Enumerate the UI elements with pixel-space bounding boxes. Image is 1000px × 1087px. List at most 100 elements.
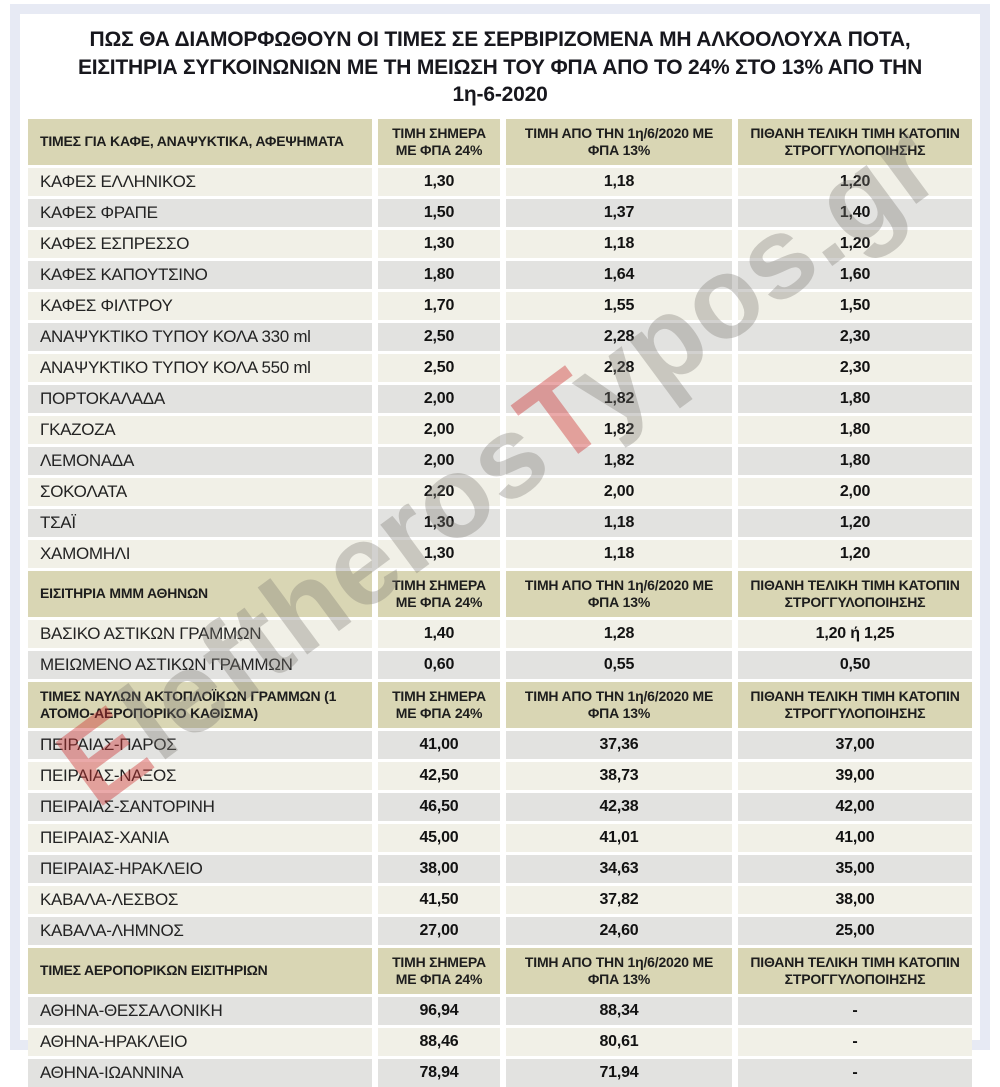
price-cell: 42,50 [378,762,500,791]
price-cell: 1,30 [378,509,500,538]
price-cell: 88,34 [506,997,732,1026]
price-cell: 1,40 [378,620,500,649]
section-title-cell: ΤΙΜΕΣ ΑΕΡΟΠΟΡΙΚΩΝ ΕΙΣΙΤΗΡΙΩΝ [28,948,372,995]
price-cell: 96,94 [378,997,500,1026]
price-cell: 2,50 [378,323,500,352]
column-header-cell: ΤΙΜΗ ΣΗΜΕΡΑ ΜΕ ΦΠΑ 24% [378,119,500,166]
row-label-cell: ΤΣΑΪ [28,509,372,538]
price-cell: 1,80 [738,385,972,414]
row-label-cell: ΚΑΒΑΛΑ-ΛΕΣΒΟΣ [28,886,372,915]
infographic-card: ΠΩΣ ΘΑ ΔΙΑΜΟΡΦΩΘΟΥΝ ΟΙ ΤΙΜΕΣ ΣΕ ΣΕΡΒΙΡΙΖ… [10,4,990,1087]
price-cell: 1,60 [738,261,972,290]
column-header-cell: ΠΙΘΑΝΗ ΤΕΛΙΚΗ ΤΙΜΗ ΚΑΤΟΠΙΝ ΣΤΡΟΓΓΥΛΟΠΟΙΗ… [738,948,972,995]
row-label-cell: ΠΕΙΡΑΙΑΣ-ΠΑΡΟΣ [28,731,372,760]
column-header-cell: ΤΙΜΗ ΣΗΜΕΡΑ ΜΕ ΦΠΑ 24% [378,571,500,618]
column-header-cell: ΤΙΜΗ ΑΠΟ ΤΗΝ 1η/6/2020 ΜΕ ΦΠΑ 13% [506,571,732,618]
price-cell: 42,38 [506,793,732,822]
row-label-cell: ΣΟΚΟΛΑΤΑ [28,478,372,507]
row-label-cell: ΓΚΑΖΟΖΑ [28,416,372,445]
price-cell: 1,82 [506,416,732,445]
price-cell: 1,30 [378,168,500,197]
price-cell: 88,46 [378,1028,500,1057]
price-cell: 2,00 [378,385,500,414]
row-label-cell: ΚΑΦΕΣ ΕΣΠΡΕΣΣΟ [28,230,372,259]
price-cell: 38,00 [378,855,500,884]
prices-table: ΤΙΜΕΣ ΓΙΑ ΚΑΦΕ, ΑΝΑΨΥΚΤΙΚΑ, ΑΦΕΨΗΜΑΤΑ ΤΙΜ… [28,119,972,1087]
price-cell: 1,18 [506,168,732,197]
price-cell: 1,18 [506,540,732,569]
row-label-cell: ΑΘΗΝΑ-ΗΡΑΚΛΕΙΟ [28,1028,372,1057]
price-cell: 2,00 [506,478,732,507]
price-cell: 1,18 [506,230,732,259]
price-cell: 2,20 [378,478,500,507]
price-cell: 41,50 [378,886,500,915]
row-label-cell: ΜΕΙΩΜΕΝΟ ΑΣΤΙΚΩΝ ΓΡΑΜΜΩΝ [28,651,372,680]
row-label-cell: ΒΑΣΙΚΟ ΑΣΤΙΚΩΝ ΓΡΑΜΜΩΝ [28,620,372,649]
section-title-cell: ΤΙΜΕΣ ΓΙΑ ΚΑΦΕ, ΑΝΑΨΥΚΤΙΚΑ, ΑΦΕΨΗΜΑΤΑ [28,119,372,166]
price-cell: 41,00 [378,731,500,760]
price-cell: 42,00 [738,793,972,822]
price-cell: 2,28 [506,354,732,383]
row-label-cell: ΑΘΗΝΑ-ΘΕΣΣΑΛΟΝΙΚΗ [28,997,372,1026]
price-cell: 37,82 [506,886,732,915]
section-title-cell: ΕΙΣΙΤΗΡΙΑ ΜΜΜ ΑΘΗΝΩΝ [28,571,372,618]
price-cell: 1,80 [378,261,500,290]
price-cell: 38,00 [738,886,972,915]
page-title: ΠΩΣ ΘΑ ΔΙΑΜΟΡΦΩΘΟΥΝ ΟΙ ΤΙΜΕΣ ΣΕ ΣΕΡΒΙΡΙΖ… [77,28,923,107]
price-cell: 1,82 [506,385,732,414]
price-cell: 1,80 [738,447,972,476]
price-cell: 1,20 [738,509,972,538]
price-cell: - [738,1059,972,1087]
price-cell: 1,50 [378,199,500,228]
price-cell: 1,20 [738,230,972,259]
row-label-cell: ΠΕΙΡΑΙΑΣ-ΣΑΝΤΟΡΙΝΗ [28,793,372,822]
price-cell: 2,30 [738,323,972,352]
price-cell: 2,50 [378,354,500,383]
price-cell: 38,73 [506,762,732,791]
price-cell: 1,55 [506,292,732,321]
row-label-cell: ΠΕΙΡΑΙΑΣ-ΧΑΝΙΑ [28,824,372,853]
price-cell: 24,60 [506,917,732,946]
price-cell: 1,40 [738,199,972,228]
column-header-cell: ΤΙΜΗ ΑΠΟ ΤΗΝ 1η/6/2020 ΜΕ ΦΠΑ 13% [506,948,732,995]
price-cell: 2,00 [378,416,500,445]
price-cell: 1,18 [506,509,732,538]
price-cell: - [738,1028,972,1057]
price-cell: 1,37 [506,199,732,228]
row-label-cell: ΑΝΑΨΥΚΤΙΚΟ ΤΥΠΟΥ ΚΟΛΑ 330 ml [28,323,372,352]
column-header-cell: ΠΙΘΑΝΗ ΤΕΛΙΚΗ ΤΙΜΗ ΚΑΤΟΠΙΝ ΣΤΡΟΓΓΥΛΟΠΟΙΗ… [738,682,972,729]
price-cell: 34,63 [506,855,732,884]
price-cell: 1,64 [506,261,732,290]
price-cell: 1,70 [378,292,500,321]
price-cell: 1,30 [378,540,500,569]
column-header-cell: ΤΙΜΗ ΑΠΟ ΤΗΝ 1η/6/2020 ΜΕ ΦΠΑ 13% [506,119,732,166]
row-label-cell: ΚΑΦΕΣ ΚΑΠΟΥΤΣΙΝΟ [28,261,372,290]
row-label-cell: ΚΑΒΑΛΑ-ΛΗΜΝΟΣ [28,917,372,946]
price-cell: - [738,997,972,1026]
price-cell: 71,94 [506,1059,732,1087]
row-label-cell: ΚΑΦΕΣ ΦΙΛΤΡΟΥ [28,292,372,321]
price-cell: 0,60 [378,651,500,680]
row-label-cell: ΑΘΗΝΑ-ΙΩΑΝΝΙΝΑ [28,1059,372,1087]
price-cell: 0,55 [506,651,732,680]
price-cell: 1,50 [738,292,972,321]
price-cell: 25,00 [738,917,972,946]
price-cell: 1,30 [378,230,500,259]
price-cell: 45,00 [378,824,500,853]
price-cell: 2,28 [506,323,732,352]
price-cell: 78,94 [378,1059,500,1087]
price-cell: 35,00 [738,855,972,884]
row-label-cell: ΚΑΦΕΣ ΕΛΛΗΝΙΚΟΣ [28,168,372,197]
row-label-cell: ΠΟΡΤΟΚΑΛΑΔΑ [28,385,372,414]
price-cell: 41,00 [738,824,972,853]
column-header-cell: ΤΙΜΗ ΣΗΜΕΡΑ ΜΕ ΦΠΑ 24% [378,682,500,729]
price-cell: 80,61 [506,1028,732,1057]
row-label-cell: ΚΑΦΕΣ ΦΡΑΠΕ [28,199,372,228]
column-header-cell: ΤΙΜΗ ΣΗΜΕΡΑ ΜΕ ΦΠΑ 24% [378,948,500,995]
column-header-cell: ΠΙΘΑΝΗ ΤΕΛΙΚΗ ΤΙΜΗ ΚΑΤΟΠΙΝ ΣΤΡΟΓΓΥΛΟΠΟΙΗ… [738,571,972,618]
price-cell: 1,28 [506,620,732,649]
price-cell: 27,00 [378,917,500,946]
column-header-cell: ΠΙΘΑΝΗ ΤΕΛΙΚΗ ΤΙΜΗ ΚΑΤΟΠΙΝ ΣΤΡΟΓΓΥΛΟΠΟΙΗ… [738,119,972,166]
row-label-cell: ΛΕΜΟΝΑΔΑ [28,447,372,476]
price-cell: 41,01 [506,824,732,853]
